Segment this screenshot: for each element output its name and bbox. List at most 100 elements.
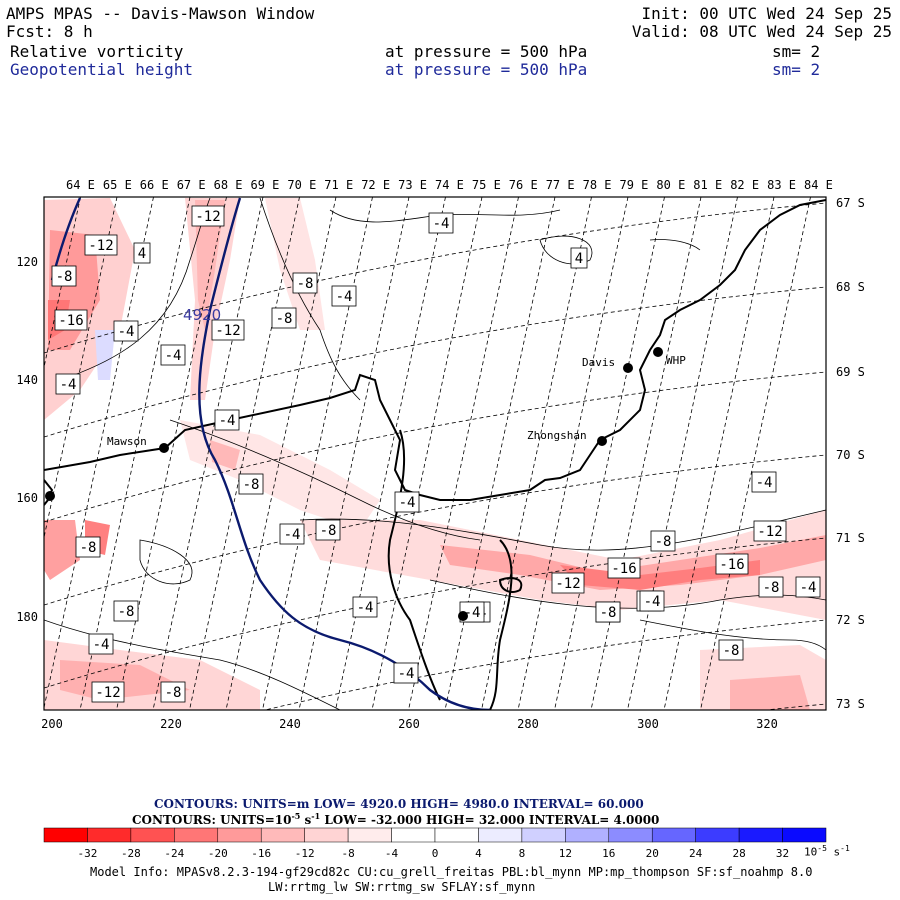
colorbar-label: 24 [689,847,703,860]
vorticity-label-box [160,681,186,703]
height-contour-label: 4920 [183,306,222,324]
colorbar-label: -16 [251,847,271,860]
latitude-label: 71 S [836,531,865,545]
longitude-label: 76 E [509,178,538,192]
vorticity-label-box [279,523,305,545]
vorticity-label: -8 [56,269,73,285]
longitude-label: 80 E [656,178,685,192]
longitude-label: 74 E [435,178,464,192]
colorbar-label: -24 [164,847,184,860]
vorticity-label: -4 [118,324,135,340]
longitude-label: 71 E [324,178,353,192]
colorbar-units-mid: s [826,845,841,859]
latitude-label: 73 S [836,697,865,711]
longitude-label: 75 E [472,178,501,192]
station-label: Zhongshan [527,429,587,442]
vorticity-label: -16 [611,561,636,577]
longitude-label: 83 E [767,178,796,192]
vorticity-contours [44,197,826,710]
vorticity-label-box [292,272,318,294]
vorticity-label: -4 [165,348,182,364]
vorticity-label-box [88,633,114,655]
vorticity-label-box [595,601,621,623]
longitude-label: 72 E [361,178,390,192]
vorticity-label-box [650,530,676,552]
vorticity-contours-rest: LOW= -32.000 HIGH= 32.000 INTERVAL= 4.00… [320,813,660,827]
vorticity-shading [44,198,826,710]
vorticity-label-box [113,600,139,622]
colorbar-swatch [217,827,262,843]
vorticity-label-box [639,590,665,612]
vorticity-label: -4 [398,666,415,682]
vorticity-label-box [394,491,420,513]
vorticity-label-box [191,205,225,227]
station-label: WHP [666,354,686,367]
vorticity-contours-mid: s [300,813,312,827]
colorbar-label: 0 [432,847,439,860]
vorticity-label-box [91,681,125,703]
station-label: Davis [582,356,615,369]
vorticity-label: -16 [58,313,83,329]
vorticity-label: -4 [433,216,450,232]
vorticity-contour-labels: -12 -12 4 -8 -16 -4 -4 -12 -4 -8 -8 -4 -4 4 -4 -8 -8 -4 -8… [51,205,821,703]
vorticity-label: -8 [276,311,293,327]
colorbar-label: -8 [341,847,354,860]
longitude-label: 64 E [66,178,95,192]
colorbar-units-exp2: -1 [840,844,850,853]
station-dot [458,611,468,621]
vorticity-colorbar: -32 -28 -24 -20 -16 -12 -8 -4 0 4 8 12 16 20 24 28 32 [43,827,827,860]
vorticity-label-box [393,662,419,684]
colorbar-swatch [478,827,523,843]
vorticity-contours-info: CONTOURS: UNITS=10-5 s-1 LOW= -32.000 HI… [132,811,659,827]
vorticity-label: -8 [243,477,260,493]
latitude-label: 67 S [836,196,865,210]
longitude-label: 66 E [140,178,169,192]
vorticity-label: -4 [336,289,353,305]
longitude-label: 68 E [214,178,243,192]
grid-x-tick: 220 [160,717,182,730]
grid-y-tick: 120 [16,255,38,269]
station-markers: Davis WHP Zhongshan Mawson [45,347,686,621]
vorticity-label-box [551,572,585,594]
vorticity-label: -4 [219,413,236,429]
vorticity-contours-exp2: -1 [311,811,321,821]
longitude-label: 77 E [546,178,575,192]
vorticity-contours-prefix: CONTOURS: UNITS=10 [132,813,292,827]
colorbar-label: 12 [559,847,572,860]
vorticity-label: -4 [399,495,416,511]
colorbar-swatch [565,827,610,843]
colorbar-swatch [521,827,566,843]
station-dot [45,491,55,501]
longitude-label: 65 E [103,178,132,192]
colorbar-swatch [608,827,653,843]
init-time: Init: 00 UTC Wed 24 Sep 25 [641,4,892,23]
colorbar-units-prefix: 10 [804,845,818,859]
vorticity-label: -8 [763,580,780,596]
colorbar-swatch [260,827,305,843]
longitude-label: 69 E [251,178,280,192]
colorbar-label: 8 [519,847,526,860]
station-dot [597,436,607,446]
station-dot [623,363,633,373]
colorbar-label: -4 [385,847,399,860]
colorbar-swatch [347,827,392,843]
field1-level: at pressure = 500 hPa [385,42,588,61]
vorticity-label: -12 [95,685,120,701]
product-title: AMPS MPAS -- Davis-Mawson Window [6,4,315,23]
vorticity-label-box [607,557,641,579]
colorbar-label: 32 [776,847,789,860]
longitude-label: 67 E [177,178,206,192]
longitude-label: 79 E [620,178,649,192]
vorticity-label: -4 [93,637,110,653]
colorbar-swatch [695,827,740,843]
grid-x-tick: 280 [517,717,539,730]
vorticity-contours-exp: -5 [291,811,301,821]
vorticity-label-box [570,247,588,269]
colorbar-swatch [391,827,436,843]
colorbar-label: -20 [208,847,228,860]
vorticity-label-box [84,234,118,256]
colorbar-swatch [738,827,783,843]
vorticity-label: -4 [644,594,661,610]
vorticity-label: -8 [165,685,182,701]
colorbar-label: -28 [121,847,141,860]
